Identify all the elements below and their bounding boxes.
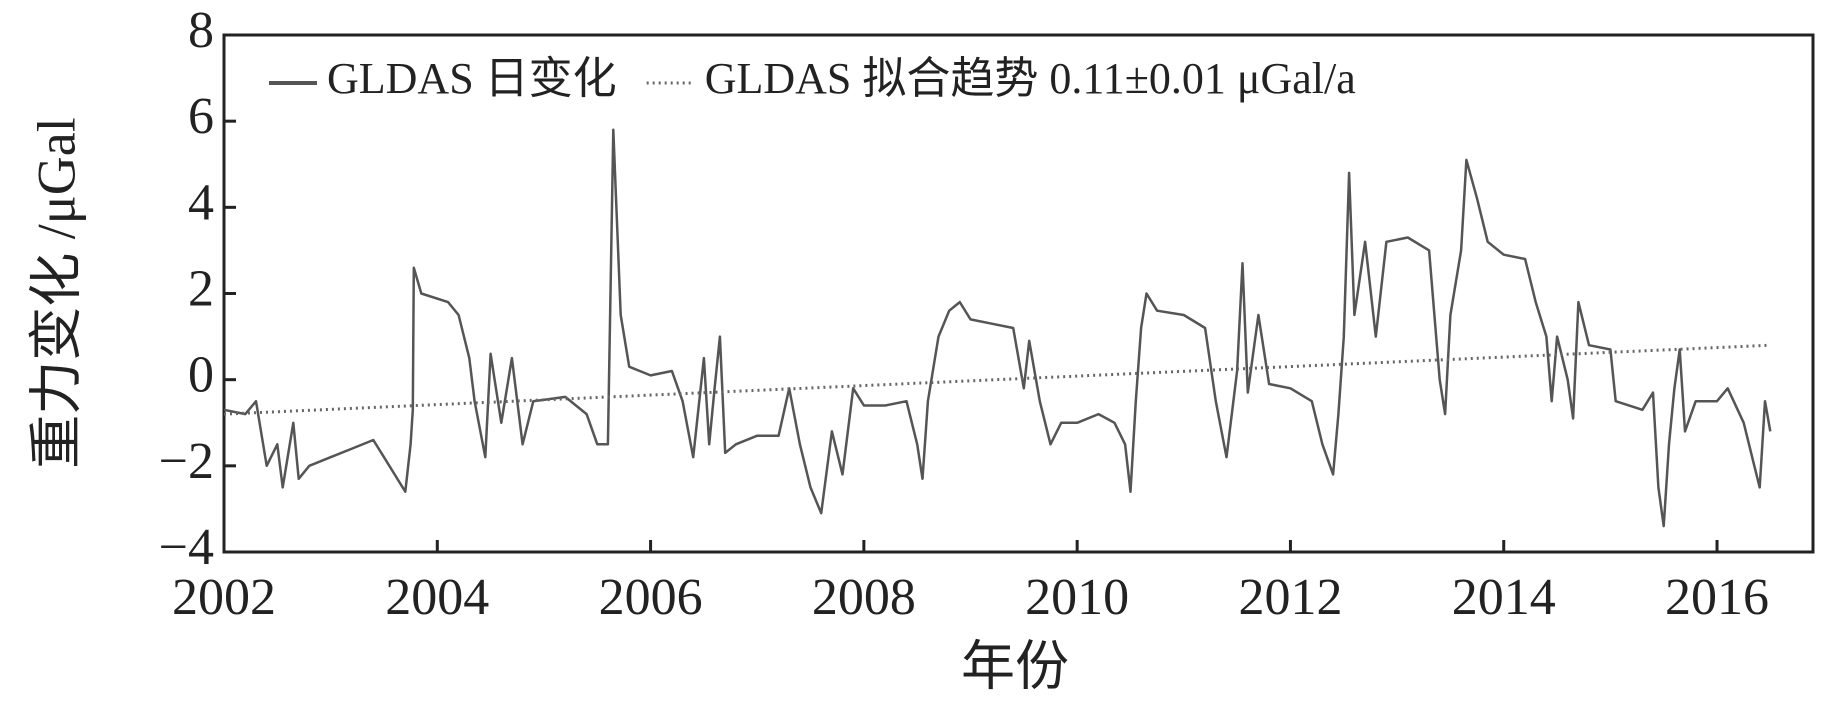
plot-frame (222, 33, 1815, 554)
x-tick-label: 2002 (172, 569, 276, 626)
y-tick-label: −2 (159, 433, 214, 490)
x-tick-label: 2014 (1452, 569, 1556, 626)
series-line (223, 128, 1772, 528)
y-tick-label: 8 (188, 2, 214, 59)
x-tick-label: 2016 (1665, 569, 1769, 626)
x-tick-label: 2008 (812, 569, 916, 626)
y-tick-label: 6 (188, 88, 214, 145)
y-tick-label: −4 (159, 519, 214, 576)
x-tick-label: 2006 (599, 569, 703, 626)
series-line (223, 343, 1771, 416)
x-axis-label: 年份 (961, 636, 1069, 696)
y-tick-label: 0 (188, 347, 214, 404)
legend-label: GLDAS 日变化 (327, 54, 617, 103)
y-tick-label: 2 (188, 260, 214, 317)
y-axis-label: 重力变化 /μGal (26, 117, 86, 468)
x-tick-label: 2012 (1238, 569, 1342, 626)
y-tick-label: 4 (188, 174, 214, 231)
x-tick-label: 2004 (385, 569, 489, 626)
legend-label: GLDAS 拟合趋势 0.11±0.01 μGal/a (705, 54, 1356, 103)
x-tick-label: 2010 (1025, 569, 1129, 626)
